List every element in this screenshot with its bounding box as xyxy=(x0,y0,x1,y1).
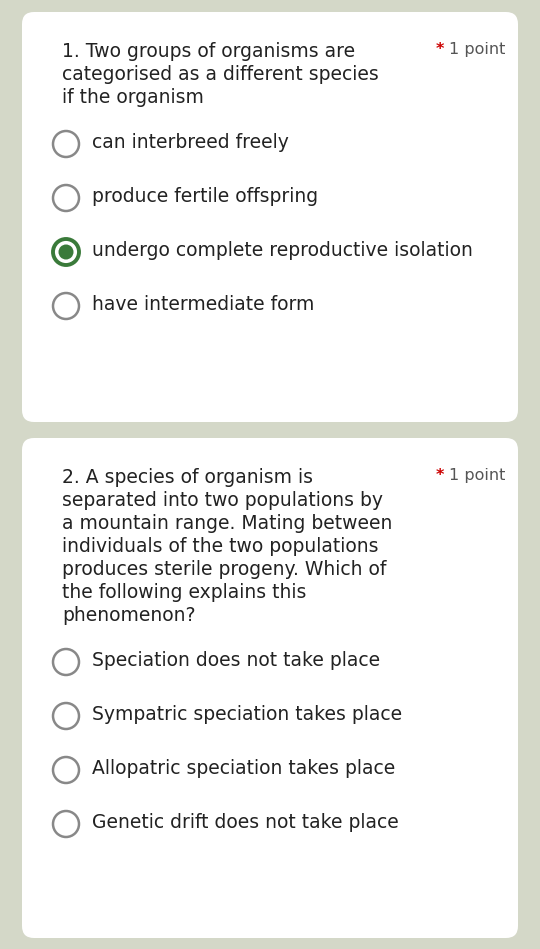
Text: phenomenon?: phenomenon? xyxy=(62,606,195,625)
Text: 2. A species of organism is: 2. A species of organism is xyxy=(62,468,313,487)
Circle shape xyxy=(53,703,79,729)
Circle shape xyxy=(53,757,79,783)
Text: the following explains this: the following explains this xyxy=(62,583,306,602)
Text: can interbreed freely: can interbreed freely xyxy=(92,133,289,152)
Text: *: * xyxy=(436,42,444,57)
Text: separated into two populations by: separated into two populations by xyxy=(62,491,383,510)
Circle shape xyxy=(53,131,79,157)
Circle shape xyxy=(53,811,79,837)
Text: Speciation does not take place: Speciation does not take place xyxy=(92,651,380,670)
Text: *: * xyxy=(436,468,444,483)
Text: Allopatric speciation takes place: Allopatric speciation takes place xyxy=(92,759,395,778)
Circle shape xyxy=(53,649,79,675)
Circle shape xyxy=(53,239,79,265)
Text: produces sterile progeny. Which of: produces sterile progeny. Which of xyxy=(62,560,387,579)
Text: produce fertile offspring: produce fertile offspring xyxy=(92,187,318,206)
Circle shape xyxy=(53,185,79,211)
Circle shape xyxy=(53,293,79,319)
Circle shape xyxy=(58,245,73,259)
Text: have intermediate form: have intermediate form xyxy=(92,295,314,314)
Text: undergo complete reproductive isolation: undergo complete reproductive isolation xyxy=(92,241,473,260)
Text: if the organism: if the organism xyxy=(62,88,204,107)
FancyBboxPatch shape xyxy=(22,12,518,422)
Text: 1 point: 1 point xyxy=(449,42,505,57)
Text: 1 point: 1 point xyxy=(449,468,505,483)
Text: Sympatric speciation takes place: Sympatric speciation takes place xyxy=(92,705,402,724)
Text: 1. Two groups of organisms are: 1. Two groups of organisms are xyxy=(62,42,355,61)
Text: a mountain range. Mating between: a mountain range. Mating between xyxy=(62,514,393,533)
FancyBboxPatch shape xyxy=(22,438,518,938)
Text: categorised as a different species: categorised as a different species xyxy=(62,65,379,84)
Text: Genetic drift does not take place: Genetic drift does not take place xyxy=(92,813,399,832)
Text: individuals of the two populations: individuals of the two populations xyxy=(62,537,379,556)
